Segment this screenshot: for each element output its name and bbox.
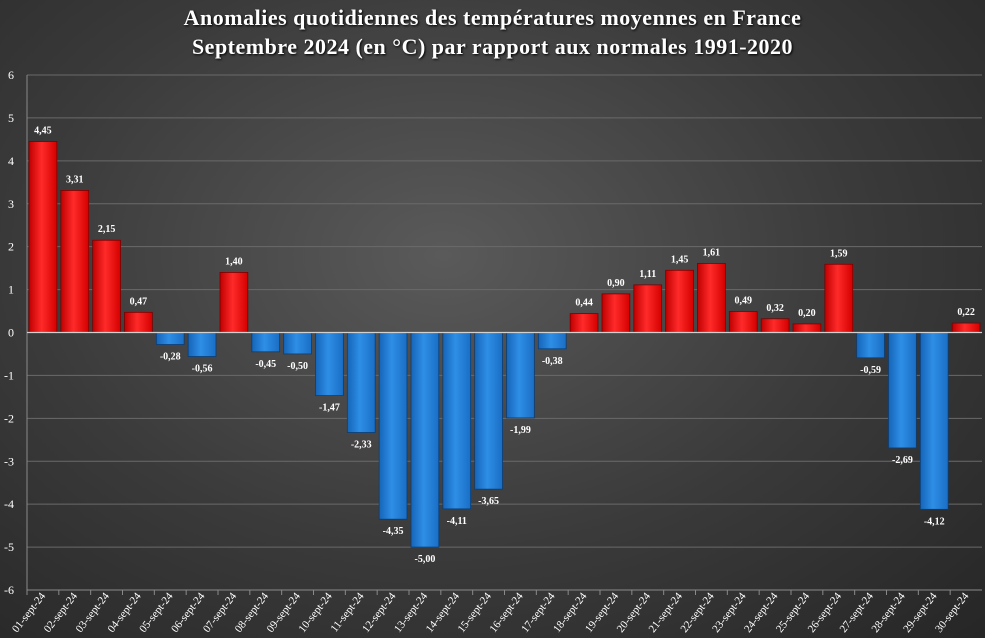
bar xyxy=(951,322,981,333)
data-label: -2,69 xyxy=(892,455,913,466)
y-tick-label: -2 xyxy=(4,411,14,425)
data-label: -1,99 xyxy=(510,425,531,436)
bar xyxy=(251,332,281,353)
data-label: 2,15 xyxy=(98,224,116,235)
data-label: 3,31 xyxy=(66,174,84,185)
data-label: 0,22 xyxy=(957,307,975,318)
chart-subtitle: Septembre 2024 (en °C) par rapport aux n… xyxy=(191,34,794,59)
bar xyxy=(601,293,631,333)
bar xyxy=(219,272,249,333)
data-label: -0,50 xyxy=(287,361,308,372)
data-label: -5,00 xyxy=(414,554,435,565)
bar xyxy=(633,284,663,333)
data-label: -0,28 xyxy=(160,352,181,363)
chart-title: Anomalies quotidiennes des températures … xyxy=(183,5,802,30)
bar xyxy=(569,313,599,333)
bar xyxy=(315,332,344,396)
bar xyxy=(919,332,949,510)
bar xyxy=(378,332,408,520)
data-label: -4,35 xyxy=(383,526,404,537)
y-tick-label: 6 xyxy=(8,68,14,82)
bar xyxy=(346,332,376,433)
data-label: 1,61 xyxy=(703,247,721,258)
data-label: -1,47 xyxy=(319,403,340,414)
y-tick-label: -3 xyxy=(4,454,14,468)
data-label: 0,47 xyxy=(130,296,148,307)
bar xyxy=(60,190,90,333)
data-label: -0,45 xyxy=(255,359,276,370)
bar xyxy=(824,263,854,333)
bar xyxy=(665,269,694,333)
bar xyxy=(760,318,790,333)
y-tick-label: 4 xyxy=(8,154,14,168)
y-tick-label: 5 xyxy=(8,111,14,125)
bar xyxy=(124,311,153,333)
data-label: 0,32 xyxy=(766,303,784,314)
y-tick-label: -4 xyxy=(4,497,14,511)
y-tick-label: -1 xyxy=(4,368,14,382)
bar xyxy=(92,239,121,333)
bar xyxy=(697,263,726,333)
data-label: 1,11 xyxy=(639,269,656,280)
bar xyxy=(283,332,312,355)
bar xyxy=(28,141,58,333)
data-label: 0,20 xyxy=(798,308,816,319)
y-tick-label: 3 xyxy=(8,197,14,211)
bar xyxy=(728,311,758,333)
data-label: 1,40 xyxy=(225,256,243,267)
data-label: 1,59 xyxy=(830,248,848,259)
bar xyxy=(856,332,885,359)
data-label: -4,11 xyxy=(447,516,467,527)
bar xyxy=(442,332,472,510)
bar xyxy=(155,332,185,345)
bar xyxy=(888,332,917,449)
data-label: 4,45 xyxy=(34,126,52,137)
bar xyxy=(537,332,567,350)
data-label: 0,90 xyxy=(607,278,625,289)
data-label: -0,56 xyxy=(192,364,213,375)
bar xyxy=(474,332,503,490)
y-tick-label: 2 xyxy=(8,240,14,254)
y-tick-label: -5 xyxy=(4,540,14,554)
data-label: -0,59 xyxy=(860,365,881,376)
data-label: -0,38 xyxy=(542,356,563,367)
y-tick-label: -6 xyxy=(4,583,14,597)
data-label: 0,44 xyxy=(575,298,593,309)
data-label: 1,45 xyxy=(671,254,689,265)
y-tick-label: 0 xyxy=(8,326,14,340)
y-tick-label: 1 xyxy=(8,283,14,297)
x-tick-label: 30-sept-24 xyxy=(933,590,972,635)
data-label: -4,12 xyxy=(924,516,945,527)
bar xyxy=(792,323,822,333)
data-label: -3,65 xyxy=(478,496,499,507)
bar xyxy=(506,332,535,419)
data-label: -2,33 xyxy=(351,439,372,450)
bar xyxy=(187,332,217,357)
bar xyxy=(410,332,440,548)
data-label: 0,49 xyxy=(735,295,753,306)
